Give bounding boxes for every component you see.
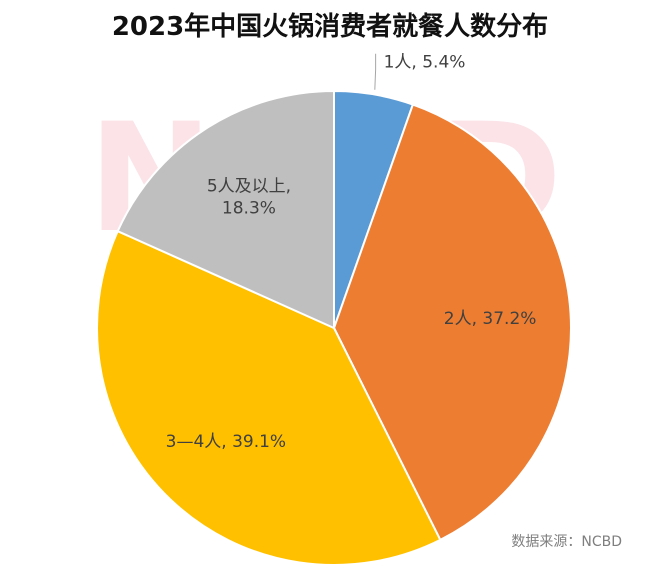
data-label-1: 1人, 5.4%	[384, 53, 466, 73]
chart-title: 2023年中国火锅消费者就餐人数分布	[111, 12, 549, 42]
pie-slice-3	[96, 229, 442, 566]
pie-slice-2	[332, 103, 572, 542]
leader-line-1	[374, 53, 377, 90]
data-label-4: 5人及以上, 18.3%	[207, 177, 291, 219]
pie-slice-4	[116, 89, 335, 330]
data-label-3: 3—4人, 39.1%	[166, 432, 286, 452]
data-label-2: 2人, 37.2%	[444, 309, 537, 329]
source-note: 数据来源：NCBD	[511, 534, 622, 550]
